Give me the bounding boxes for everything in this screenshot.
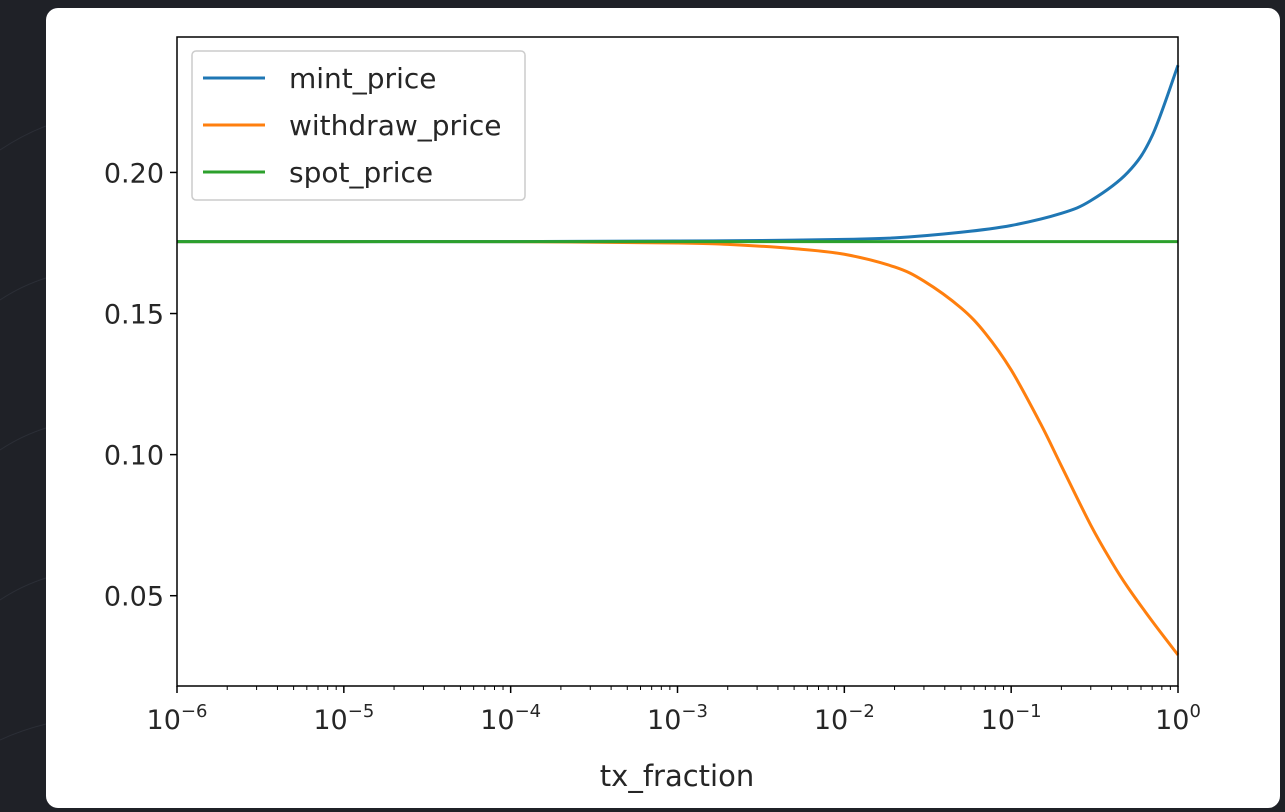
x-tick-label: 10−4 bbox=[480, 701, 541, 736]
y-tick-label: 0.15 bbox=[104, 300, 164, 331]
x-tick-label: 10−5 bbox=[313, 701, 374, 736]
line-chart: 0.050.100.150.20 10−6 10−5 10−4 10−3 10−2 10−… bbox=[104, 36, 1201, 793]
x-tick-label: 10−3 bbox=[647, 701, 708, 736]
chart-card: 0.05 0.10 0.15 0.20 10−6 10−5 10−4 10−3 10−2 10−… bbox=[46, 8, 1280, 808]
legend-box bbox=[191, 50, 526, 201]
y-tick-label: 0.20 bbox=[104, 158, 164, 189]
x-tick-label: 10−2 bbox=[814, 701, 875, 736]
y-axis: 0.05 0.10 0.15 0.20 bbox=[104, 158, 177, 613]
legend-label-withdraw-price: withdraw_price bbox=[289, 109, 501, 142]
series-layer bbox=[176, 64, 1180, 656]
x-tick-label: 10−1 bbox=[981, 701, 1042, 736]
legend-label-spot-price: spot_price bbox=[289, 156, 433, 189]
series-line-withdraw-price bbox=[176, 239, 1180, 656]
legend-label-mint-price: mint_price bbox=[289, 62, 436, 95]
x-axis-label: tx_fraction bbox=[600, 759, 754, 793]
x-axis: 10−6 10−5 10−4 10−3 10−2 10−1 100 bbox=[147, 686, 1201, 736]
x-tick-label: 100 bbox=[1155, 701, 1201, 736]
x-tick-label: 10−6 bbox=[147, 701, 208, 736]
legend: mint_price withdraw_price spot_price bbox=[191, 50, 526, 201]
y-tick-label: 0.10 bbox=[104, 441, 164, 472]
y-tick-label: 0.05 bbox=[104, 582, 164, 613]
